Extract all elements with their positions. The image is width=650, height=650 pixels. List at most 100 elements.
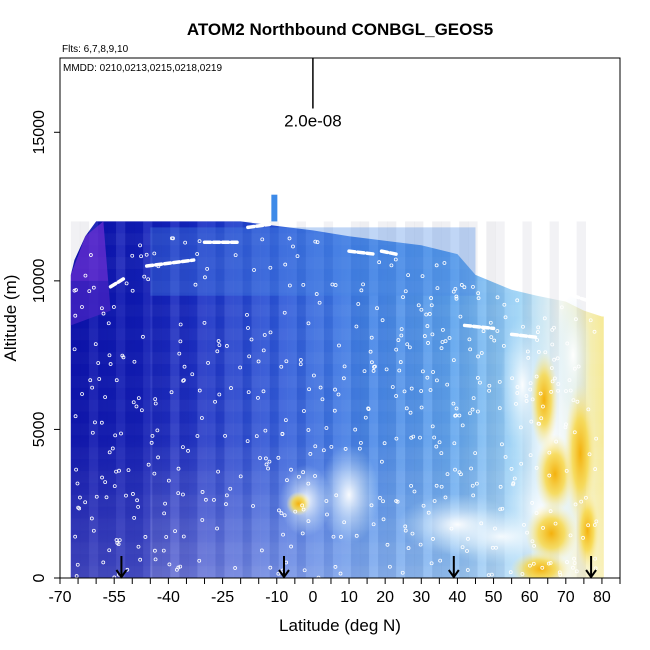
track-point	[549, 389, 554, 394]
field-band	[71, 305, 604, 317]
track-point	[509, 466, 514, 471]
track-point	[169, 390, 174, 395]
track-point	[163, 501, 167, 506]
track-point	[382, 441, 387, 446]
field-column	[116, 221, 126, 578]
track-point	[424, 312, 429, 317]
track-point	[375, 306, 379, 311]
track-point	[252, 268, 256, 272]
track-point	[427, 312, 432, 316]
track-point	[515, 298, 520, 303]
field-column	[242, 221, 252, 578]
track-point	[301, 470, 305, 475]
track-point	[354, 533, 359, 538]
track-point	[276, 455, 281, 460]
track-point	[394, 394, 399, 398]
track-point	[369, 335, 374, 340]
track-point	[132, 515, 137, 520]
track-point	[200, 518, 205, 522]
track-point	[302, 568, 307, 573]
track-point	[403, 528, 408, 533]
track-point	[261, 389, 266, 394]
track-point	[371, 522, 376, 527]
track-point	[470, 483, 475, 488]
track-point	[431, 370, 435, 374]
track-point	[443, 495, 448, 500]
track-point	[555, 356, 560, 361]
track-point	[197, 388, 202, 393]
track-point	[334, 493, 339, 498]
field-column	[396, 221, 406, 578]
track-point	[572, 430, 577, 435]
track-point	[468, 411, 472, 416]
track-point	[400, 570, 405, 575]
track-point	[138, 557, 143, 562]
track-point	[186, 448, 190, 453]
track-point	[358, 440, 363, 445]
track-point	[437, 440, 442, 445]
track-point	[93, 420, 97, 425]
track-point	[540, 565, 545, 570]
track-point	[564, 389, 568, 394]
track-point	[369, 503, 374, 508]
field-column	[269, 221, 279, 578]
track-point	[90, 385, 95, 390]
track-point	[592, 329, 597, 334]
field-column	[296, 221, 306, 578]
track-point	[550, 379, 555, 384]
track-point	[114, 378, 119, 383]
track-point	[542, 316, 547, 321]
track-point	[528, 453, 533, 458]
track-point	[233, 253, 238, 257]
track-point	[525, 530, 529, 535]
track-point	[500, 506, 505, 511]
track-point	[266, 466, 270, 471]
track-point	[155, 428, 160, 433]
track-point	[394, 436, 399, 441]
track-point	[428, 388, 433, 392]
track-point	[409, 483, 413, 488]
track-point	[283, 418, 288, 423]
track-point	[568, 533, 573, 538]
track-point	[287, 236, 292, 241]
track-point	[298, 358, 303, 362]
track-point	[114, 469, 118, 474]
track-point	[479, 351, 484, 355]
field-column	[197, 221, 207, 578]
track-point	[452, 441, 457, 446]
track-point	[178, 564, 183, 569]
track-point	[153, 557, 158, 562]
track-point	[263, 428, 268, 433]
track-point	[486, 573, 491, 578]
track-point	[302, 409, 306, 413]
track-point	[553, 376, 557, 381]
track-point	[100, 475, 104, 480]
field-column	[594, 221, 605, 578]
track-point	[324, 499, 329, 503]
track-point	[312, 373, 316, 378]
yellow-region	[575, 490, 600, 571]
track-point	[152, 471, 157, 476]
arrow-markers	[115, 556, 597, 579]
track-point	[306, 321, 311, 326]
track-point	[293, 509, 298, 514]
track-point	[503, 455, 508, 459]
track-point	[112, 575, 117, 578]
track-point	[381, 517, 386, 522]
track-point	[341, 376, 346, 381]
track-point	[405, 342, 410, 347]
track-point	[318, 385, 323, 390]
light-region	[397, 494, 518, 555]
track-point	[332, 408, 337, 413]
light-region	[319, 444, 380, 545]
track-point	[215, 349, 220, 354]
track-point	[107, 450, 112, 455]
track-point	[202, 320, 207, 325]
track-point	[529, 419, 534, 424]
track-segment	[571, 293, 593, 304]
track-point	[410, 531, 415, 536]
track-point	[557, 570, 562, 575]
track-point	[229, 386, 233, 390]
track-point	[176, 491, 181, 496]
field-column	[423, 221, 433, 578]
